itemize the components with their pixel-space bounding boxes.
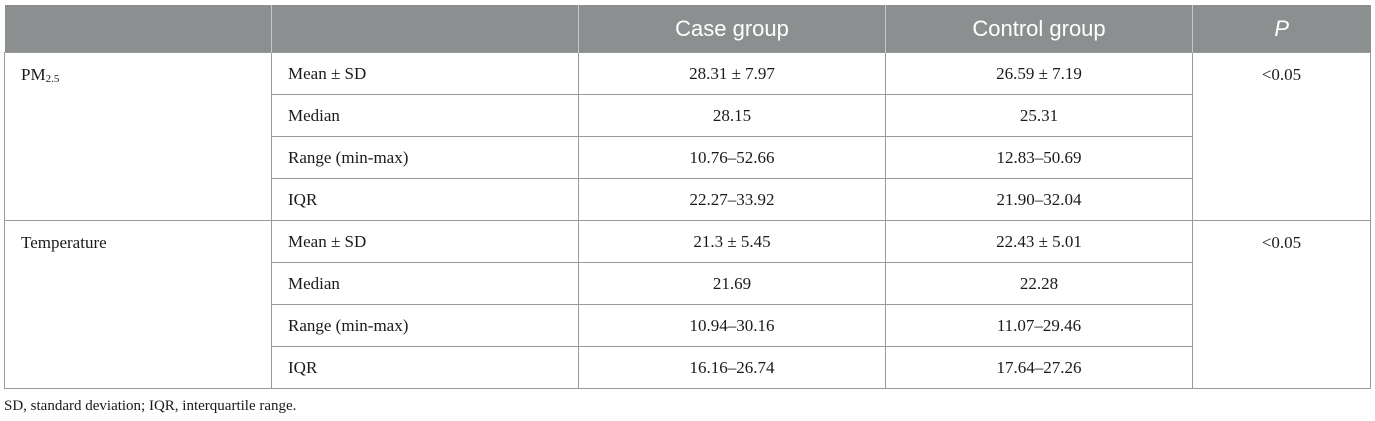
control-value-cell: 21.90–32.04 [885,178,1193,221]
header-case-group: Case group [578,5,886,53]
control-value-cell: 22.28 [885,262,1193,305]
control-value-cell: 12.83–50.69 [885,136,1193,179]
control-value-cell: 26.59 ± 7.19 [885,52,1193,95]
statistic-cell: IQR [271,346,579,389]
case-value-cell: 21.3 ± 5.45 [578,220,886,263]
case-value-cell: 10.94–30.16 [578,304,886,347]
table-row: IQR 22.27–33.92 21.90–32.04 [5,178,1371,221]
table-row: IQR 16.16–26.74 17.64–27.26 [5,346,1371,389]
table-header: Case group Control group P [4,5,1371,53]
statistic-cell: Median [271,262,579,305]
case-value-cell: 10.76–52.66 [578,136,886,179]
table-row: Temperature Mean ± SD 21.3 ± 5.45 22.43 … [4,220,1371,389]
statistic-cell: Range (min-max) [271,136,579,179]
header-p-value: P [1192,5,1371,53]
control-value-cell: 25.31 [885,94,1193,137]
table-row: Median 28.15 25.31 [5,94,1371,137]
p-value-cell: <0.05 [1192,52,1371,221]
statistic-cell: Range (min-max) [271,304,579,347]
control-value-cell: 22.43 ± 5.01 [885,220,1193,263]
statistic-cell: IQR [271,178,579,221]
table-row: PM2.5 Mean ± SD 28.31 ± 7.97 26.59 ± 7.1… [4,52,1371,221]
variable-cell-temperature: Temperature [4,220,272,389]
variable-cell-pm25: PM2.5 [4,52,272,221]
table-row: Range (min-max) 10.94–30.16 11.07–29.46 [5,304,1371,347]
variable-subscript: 2.5 [45,73,60,85]
case-value-cell: 21.69 [578,262,886,305]
p-value-cell: <0.05 [1192,220,1371,389]
statistic-cell: Mean ± SD [271,52,579,95]
case-value-cell: 28.31 ± 7.97 [578,52,886,95]
variable-label: PM [21,65,46,84]
control-value-cell: 11.07–29.46 [885,304,1193,347]
statistic-cell: Mean ± SD [271,220,579,263]
table-row: Median 21.69 22.28 [5,262,1371,305]
header-control-group: Control group [885,5,1193,53]
table-row: Range (min-max) 10.76–52.66 12.83–50.69 [5,136,1371,179]
header-variable [4,5,272,53]
case-value-cell: 22.27–33.92 [578,178,886,221]
variable-label: Temperature [21,233,107,252]
case-value-cell: 16.16–26.74 [578,346,886,389]
table-body: PM2.5 Mean ± SD 28.31 ± 7.97 26.59 ± 7.1… [4,52,1371,389]
table-footnote: SD, standard deviation; IQR, interquarti… [4,398,297,414]
statistics-table-container: Case group Control group P PM2.5 Mean ± … [4,5,1371,389]
header-statistic [271,5,579,53]
header-row: Case group Control group P [4,5,1371,53]
control-value-cell: 17.64–27.26 [885,346,1193,389]
statistics-table: Case group Control group P PM2.5 Mean ± … [4,5,1371,389]
statistic-cell: Median [271,94,579,137]
case-value-cell: 28.15 [578,94,886,137]
